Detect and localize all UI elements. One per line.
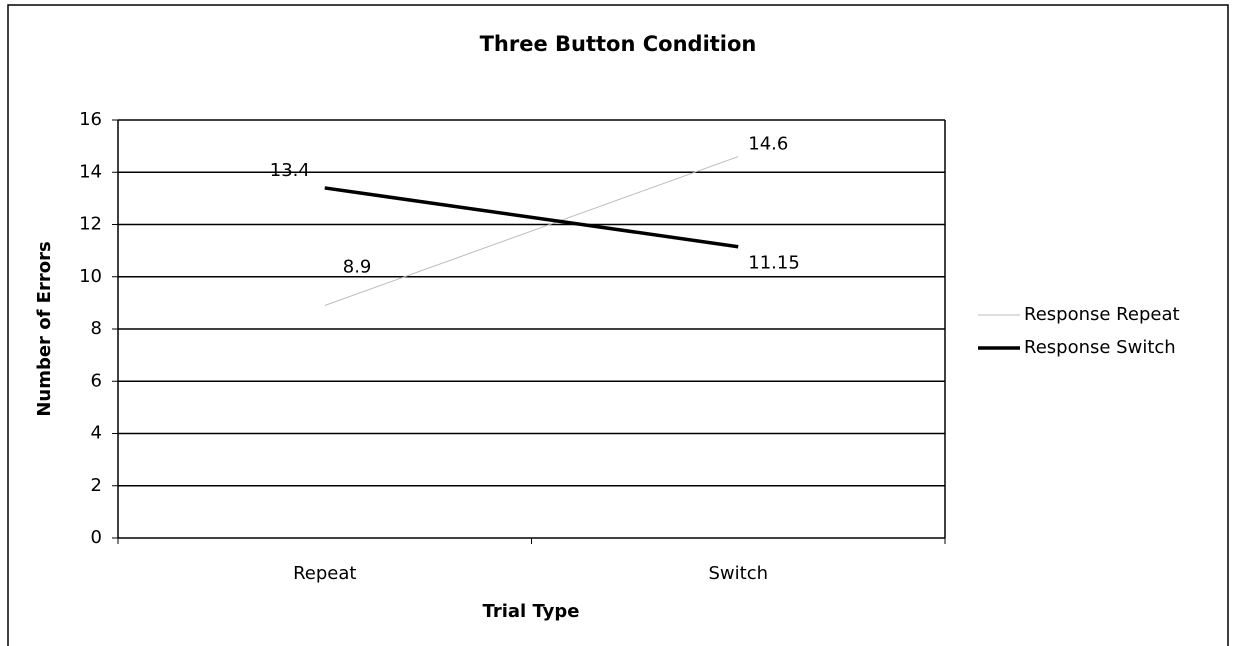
y-tick-label: 8 [91,318,102,339]
y-tick-label: 0 [91,527,102,548]
y-axis-label: Number of Errors [34,241,55,416]
chart-border [7,4,1229,646]
series-line [324,186,739,249]
x-axis-label: Trial Type [483,601,580,622]
legend-label: Response Repeat [1024,304,1180,325]
y-tick-label: 14 [79,161,102,182]
legend-label: Response Switch [1024,337,1176,358]
y-tick-label: 6 [91,370,102,391]
y-tick-label: 10 [79,266,102,287]
data-label: 13.4 [270,160,310,181]
x-tick-label: Switch [708,563,768,584]
x-tick-label: Repeat [293,563,356,584]
chart-title: Three Button Condition [480,32,757,56]
series-line [324,156,739,306]
y-tick-label: 12 [79,214,102,235]
y-tick-label: 4 [91,423,102,444]
data-label: 14.6 [748,134,788,155]
data-label: 11.15 [748,253,800,274]
data-label: 8.9 [343,256,372,277]
y-tick-label: 2 [91,475,102,496]
y-tick-label: 16 [79,109,102,130]
